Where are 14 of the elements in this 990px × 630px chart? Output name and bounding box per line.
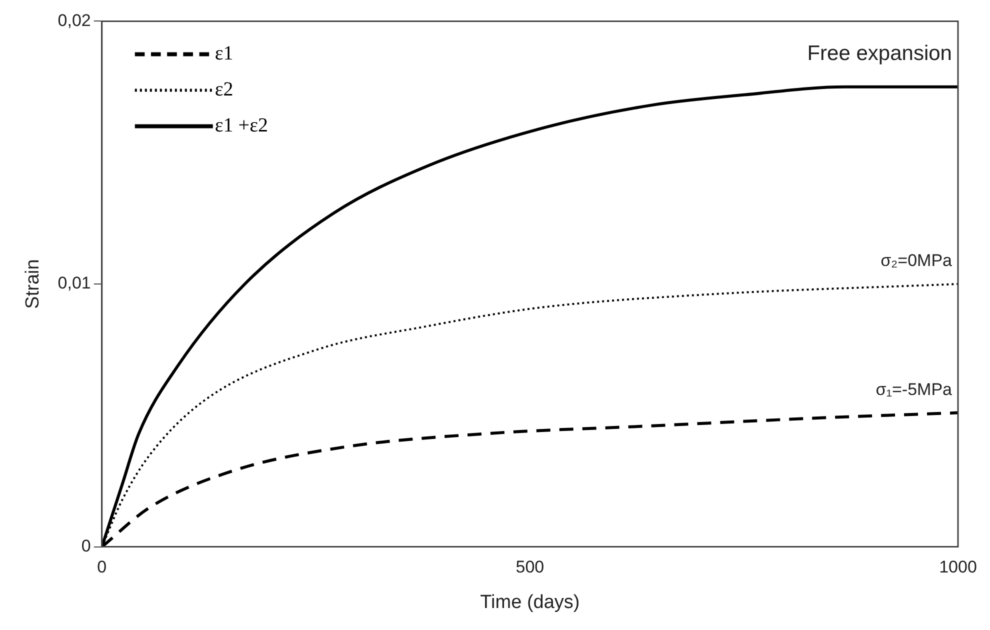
y-tick-label: 0 xyxy=(81,536,91,556)
legend-label: ε1 xyxy=(214,42,234,64)
y-tick-label: 0,01 xyxy=(58,274,91,293)
legend-label: ε2 xyxy=(214,78,234,100)
legend-label: ε1 +ε2 xyxy=(214,114,268,136)
x-tick-label: 500 xyxy=(516,558,544,577)
y-tick-label: 0,02 xyxy=(58,10,91,30)
annotation: Free expansion xyxy=(807,42,952,66)
y-axis-title: Strain xyxy=(22,259,44,309)
annotation: σ₂=0MPa xyxy=(880,251,953,270)
annotation: σ₁=-5MPa xyxy=(876,380,953,399)
x-axis-title: Time (days) xyxy=(480,592,580,613)
x-tick-label: 0 xyxy=(97,558,107,577)
x-tick-label: 1000 xyxy=(939,558,977,577)
